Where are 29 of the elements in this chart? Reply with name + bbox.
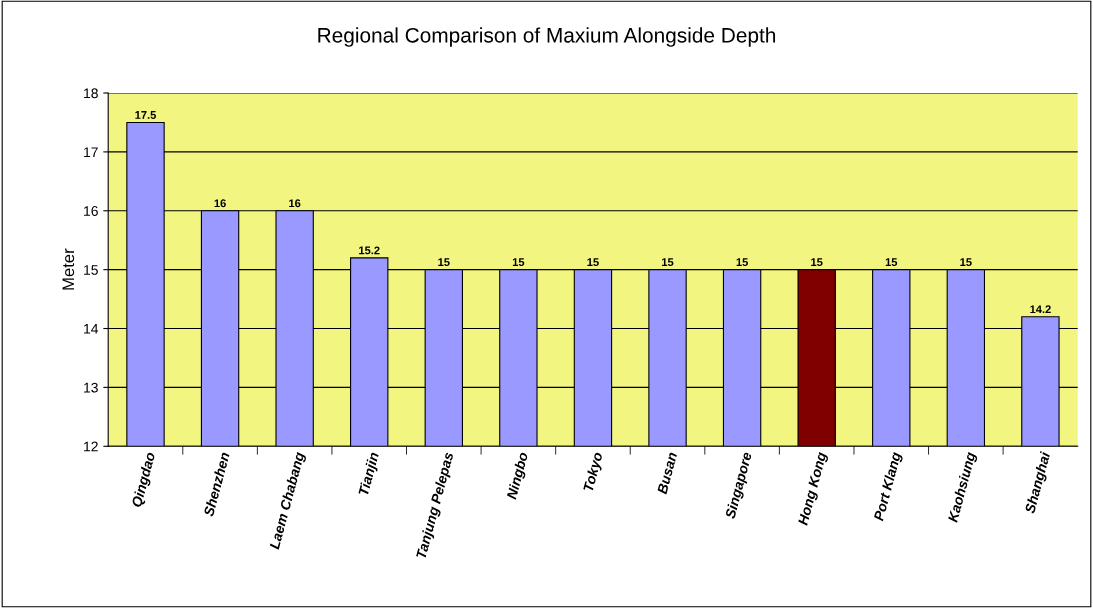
data-label: 16 [214,199,226,208]
y-tick-label: 16 [84,206,98,216]
data-label: 15 [662,258,674,267]
data-label: 15 [736,258,748,267]
x-tick-label: Port Klang [873,451,904,523]
y-tick-label: 17 [84,147,98,157]
data-label: 14.2 [1030,305,1051,314]
data-label: 15 [438,258,450,267]
y-axis-title: Meter [62,248,75,290]
y-tick-label: 13 [84,382,98,393]
data-label: 15 [885,258,898,267]
y-tick-label: 14 [84,324,99,334]
x-tick-label: Ningbo [506,451,531,501]
data-label: 17.5 [135,111,156,119]
y-tick-label: 15 [84,265,98,275]
x-tick-label: Qingdao [131,451,158,509]
x-tick-label: Tokyo [582,451,606,493]
data-label: 15 [512,258,525,267]
data-label: 15 [960,258,972,267]
chart-title: Regional Comparison of Maxium Alongside Depth [318,27,776,47]
x-tick-label: Hong Kong [797,451,830,527]
data-label: 15.2 [359,246,380,255]
data-label: 15 [587,258,599,267]
y-tick-label: 18 [84,88,98,99]
data-label: 15 [811,258,823,267]
y-tick-label: 12 [84,441,98,452]
x-tick-label: Tianjin [357,451,382,497]
x-tick-label: Busan [657,451,678,495]
data-label: 16 [289,199,301,208]
